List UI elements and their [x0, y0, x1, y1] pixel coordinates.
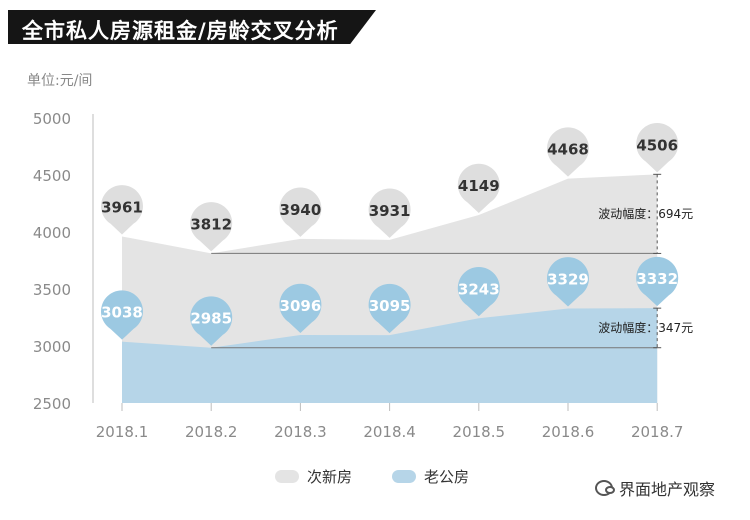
data-label: 3329 [547, 270, 589, 288]
pin-marker [279, 283, 322, 334]
pin-marker [636, 122, 679, 173]
y-tick-label: 2500 [33, 395, 71, 413]
legend-label-new: 次新房 [307, 468, 353, 486]
title-banner: 全市私人房源租金/房龄交叉分析 [8, 10, 376, 44]
pin-marker [636, 256, 679, 307]
pin-marker [279, 187, 322, 237]
data-label: 3940 [280, 201, 322, 219]
pin-old-house: 3095 [368, 283, 411, 334]
pin-marker [547, 257, 589, 307]
pin-marker [457, 266, 500, 317]
data-label: 3961 [101, 198, 143, 216]
pin-new-house: 3940 [279, 187, 322, 237]
watermark-text: 界面地产观察 [619, 480, 716, 499]
legend-item-new[interactable]: 次新房 [275, 466, 352, 487]
pin-old-house: 3038 [101, 290, 143, 340]
pin-new-house: 4506 [636, 122, 679, 173]
pin-marker [368, 283, 411, 334]
data-label: 3096 [280, 297, 322, 315]
pin-old-house: 3329 [547, 257, 589, 307]
pin-old-house: 3332 [636, 256, 679, 307]
data-label: 2985 [190, 310, 232, 328]
pin-marker [190, 202, 233, 252]
data-label: 4149 [458, 177, 500, 195]
pin-marker [101, 290, 143, 340]
y-tick-label: 3000 [33, 338, 71, 356]
pin-old-house: 3243 [457, 266, 500, 317]
legend-item-old[interactable]: 老公房 [392, 466, 469, 487]
pin-marker [368, 188, 411, 238]
x-tick-label: 2018.4 [363, 423, 416, 441]
pin-new-house: 3812 [190, 202, 233, 252]
pins-group: 3961 3812 3940 3931 4149 4468 4506 3038 2985 3096… [101, 122, 679, 346]
y-tick-label: 5000 [33, 110, 71, 128]
range-annotation: 波动幅度：694元 [598, 206, 693, 221]
chart-title: 全市私人房源租金/房龄交叉分析 [22, 19, 339, 43]
axes-group: 2500 3000 3500 4000 4500 5000 2018.1 2018.2 2018… [33, 110, 684, 441]
x-tick-label: 2018.6 [542, 423, 595, 441]
data-label: 3332 [636, 270, 678, 288]
wechat-icon [595, 480, 615, 496]
watermark: 界面地产观察 [595, 476, 715, 500]
x-tick-label: 2018.5 [453, 423, 506, 441]
data-label: 3243 [458, 280, 500, 298]
data-label: 3095 [369, 297, 411, 315]
y-tick-label: 4500 [33, 167, 71, 185]
pin-new-house: 3961 [101, 185, 143, 235]
pin-marker [101, 185, 143, 235]
pin-old-house: 3096 [279, 283, 322, 334]
area-old-house [122, 308, 658, 403]
pin-marker [547, 127, 589, 177]
data-label: 3038 [101, 304, 143, 322]
y-tick-label: 4000 [33, 224, 71, 242]
data-label: 4506 [636, 136, 678, 154]
legend-label-old: 老公房 [424, 468, 470, 486]
pin-old-house: 2985 [190, 296, 233, 346]
x-tick-label: 2018.2 [185, 423, 238, 441]
legend: 次新房 老公房 [275, 466, 469, 487]
data-label: 3931 [369, 202, 411, 220]
range-annotation: 波动幅度：347元 [598, 320, 693, 335]
y-tick-label: 3500 [33, 281, 71, 299]
legend-swatch-new [275, 470, 299, 483]
pin-new-house: 4468 [547, 127, 589, 177]
pin-marker [190, 296, 233, 346]
x-tick-label: 2018.7 [631, 423, 684, 441]
data-label: 3812 [190, 215, 232, 233]
pin-new-house: 3931 [368, 188, 411, 238]
x-tick-label: 2018.3 [274, 423, 327, 441]
pin-marker [457, 163, 500, 214]
data-label: 4468 [547, 141, 589, 159]
x-tick-label: 2018.1 [96, 423, 149, 441]
unit-label: 单位:元/间 [27, 73, 93, 89]
legend-swatch-old [392, 470, 417, 483]
pin-new-house: 4149 [457, 163, 500, 214]
